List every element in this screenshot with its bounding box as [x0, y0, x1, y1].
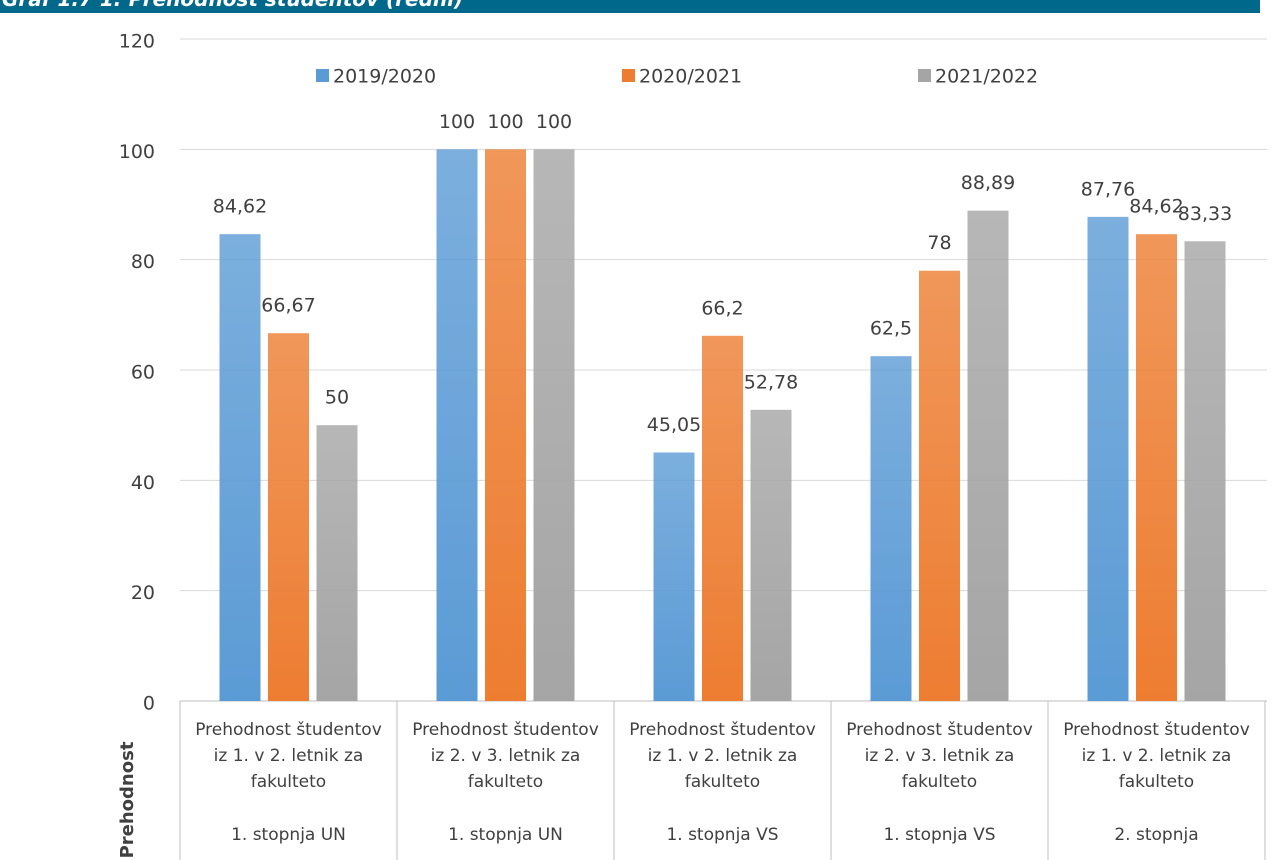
y-axis-label: Prehodnost — [117, 741, 138, 858]
data-label: 45,05 — [647, 414, 701, 436]
bar — [436, 149, 478, 702]
bar — [919, 270, 960, 701]
x-group-label: 1. stopnja UN — [448, 825, 563, 845]
y-tick-label: 100 — [119, 141, 155, 163]
y-tick-label: 40 — [131, 472, 155, 494]
legend-swatch — [918, 69, 931, 82]
y-tick-label: 60 — [131, 362, 155, 384]
bar — [870, 356, 912, 701]
bar — [702, 335, 743, 701]
y-tick-label: 0 — [143, 693, 155, 715]
banner-title: Graf 1.7 1: Prehodnost študentov (redni) — [0, 0, 1260, 13]
data-label: 100 — [487, 111, 523, 133]
bar — [1087, 216, 1129, 701]
bar — [533, 149, 575, 702]
bar — [316, 425, 358, 701]
bar — [1136, 234, 1177, 701]
legend-swatch — [622, 69, 635, 82]
legend-label: 2020/2021 — [639, 66, 742, 88]
legend-label: 2021/2022 — [935, 66, 1038, 88]
bar — [268, 333, 309, 701]
data-label: 50 — [325, 387, 349, 409]
y-tick-label: 120 — [119, 31, 155, 53]
y-tick-label: 80 — [131, 251, 155, 273]
bar — [750, 409, 792, 701]
data-label: 62,5 — [870, 318, 912, 340]
bar — [219, 234, 261, 701]
legend-label: 2019/2020 — [333, 66, 436, 88]
data-label: 87,76 — [1081, 178, 1135, 200]
x-tick-label: Prehodnost študentov iz 2. v 3. letnik z… — [846, 720, 1033, 792]
data-label: 66,67 — [261, 295, 315, 317]
x-tick-label: Prehodnost študentov iz 1. v 2. letnik z… — [1063, 720, 1250, 792]
legend-swatch — [316, 69, 329, 82]
x-tick-label: Prehodnost študentov iz 1. v 2. letnik z… — [629, 720, 816, 792]
data-label: 83,33 — [1178, 203, 1232, 225]
data-label: 100 — [439, 111, 475, 133]
x-group-label: 1. stopnja VS — [883, 825, 995, 845]
x-group-label: 2. stopnja — [1114, 825, 1198, 845]
bar — [1184, 241, 1226, 701]
bar — [967, 210, 1009, 701]
bar — [485, 149, 526, 702]
x-group-label: 1. stopnja VS — [666, 825, 778, 845]
data-label: 88,89 — [961, 172, 1015, 194]
x-tick-label: Prehodnost študentov iz 1. v 2. letnik z… — [195, 720, 382, 792]
data-label: 84,62 — [1129, 196, 1183, 218]
data-label: 84,62 — [213, 196, 267, 218]
x-tick-label: Prehodnost študentov iz 2. v 3. letnik z… — [412, 720, 599, 792]
x-group-label: 1. stopnja UN — [231, 825, 346, 845]
data-label: 100 — [536, 111, 572, 133]
data-label: 78 — [927, 232, 951, 254]
data-label: 66,2 — [701, 297, 743, 319]
data-label: 52,78 — [744, 371, 798, 393]
y-tick-label: 20 — [131, 582, 155, 604]
bar — [653, 452, 695, 701]
